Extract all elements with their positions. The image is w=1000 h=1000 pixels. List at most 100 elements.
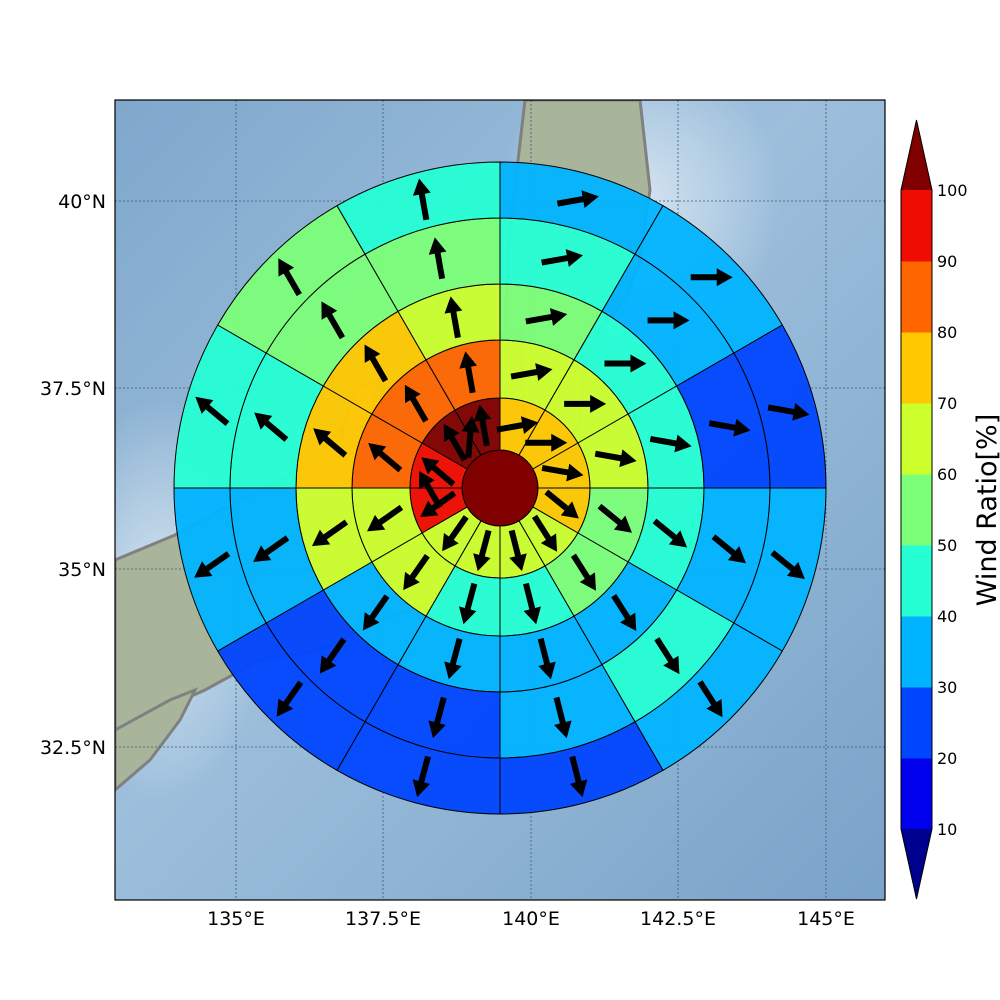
lon-tick-label: 145°E	[797, 908, 855, 930]
wind-arrow	[442, 515, 469, 552]
land-kii-peninsula	[115, 687, 199, 792]
colorbar-bin	[901, 758, 932, 830]
wind-arrow	[276, 680, 304, 717]
wind-arrow	[412, 178, 431, 221]
wind-arrow	[553, 696, 572, 739]
colorbar-bin	[901, 687, 932, 759]
colorbar-over-extension	[901, 120, 932, 190]
wind-arrow	[461, 416, 480, 459]
wind-arrow	[697, 680, 723, 718]
wind-arrow	[362, 594, 390, 631]
wind-arrow	[194, 551, 231, 578]
wind-arrow	[458, 582, 478, 625]
colorbar-bin	[901, 190, 932, 262]
wind-arrow	[767, 403, 810, 421]
wind-arrow	[311, 519, 349, 547]
colorbar-tick-label: 100	[937, 181, 968, 200]
wind-arrow	[428, 237, 447, 280]
wind-arrow	[404, 384, 429, 423]
colorbar-outline	[900, 119, 933, 900]
lat-tick-label: 35°N	[58, 559, 106, 581]
wind-arrow	[654, 637, 680, 675]
colorbar-tick-label: 40	[937, 607, 957, 626]
wind-arrow	[364, 344, 389, 383]
wind-arrow	[594, 449, 637, 468]
longitude-tick-labels: 135°E 137.5°E 140°E 142.5°E 145°E	[207, 908, 855, 930]
wind-arrow	[649, 434, 692, 453]
latitude-tick-labels: 40°N 37.5°N 35°N 32.5°N	[40, 191, 106, 759]
colorbar-bin	[901, 545, 932, 617]
wind-arrow	[428, 696, 447, 739]
wind-arrow	[319, 637, 347, 674]
colorbar-bin	[901, 332, 932, 404]
colorbar-tick-label: 80	[937, 323, 957, 342]
colorbar-bin	[901, 474, 932, 546]
colorbar-tick-label: 90	[937, 252, 957, 271]
lon-tick-label: 140°E	[502, 908, 560, 930]
lon-tick-label: 137.5°E	[345, 908, 421, 930]
wind-arrow	[403, 554, 430, 591]
wind-arrow	[690, 268, 733, 287]
wind-arrow	[278, 258, 302, 297]
wind-arrow	[522, 582, 541, 625]
colorbar-tick-label: 50	[937, 536, 957, 555]
wind-arrow	[537, 637, 556, 680]
colorbar-bin	[901, 261, 932, 333]
wind-arrow	[444, 296, 463, 339]
lat-tick-label: 40°N	[58, 191, 106, 213]
wind-arrow	[419, 470, 443, 509]
wind-arrow	[444, 637, 463, 680]
colorbar-tick-label: 60	[937, 465, 957, 484]
wind-arrow	[556, 190, 599, 208]
wind-arrow	[313, 428, 348, 458]
wind-arrow	[597, 503, 633, 533]
wind-arrow	[508, 529, 527, 572]
wind-arrow	[647, 311, 690, 330]
wind-arrow	[541, 249, 584, 267]
lat-tick-label: 32.5°N	[40, 737, 106, 759]
colorbar: 10 20 30 40 50 60 70 80 90 100	[900, 119, 968, 900]
wind-arrow	[525, 433, 568, 452]
colorbar-tick-label: 10	[937, 820, 957, 839]
colorbar-tick-label: 30	[937, 678, 957, 697]
colorbar-under-extension	[901, 829, 932, 899]
wind-arrow	[770, 550, 805, 580]
wind-arrow	[652, 518, 688, 548]
wind-arrow	[611, 593, 637, 632]
wind-ratio-sectors	[173, 161, 827, 815]
wind-arrow	[544, 489, 579, 519]
wind-arrow	[459, 351, 478, 394]
wind-arrow	[570, 553, 596, 591]
map-area	[115, 100, 885, 900]
wind-arrow	[412, 755, 431, 798]
wind-arrow	[569, 755, 588, 798]
lon-tick-label: 135°E	[207, 908, 265, 930]
wind-arrow	[321, 301, 346, 340]
lon-tick-label: 142.5°E	[640, 908, 716, 930]
colorbar-bin	[901, 403, 932, 475]
wind-arrow	[531, 514, 558, 552]
colorbar-bin	[901, 616, 932, 688]
map-frame	[114, 99, 886, 901]
wind-arrow	[496, 416, 539, 435]
wind-arrow	[711, 534, 746, 564]
wind-arrow	[525, 308, 568, 326]
wind-arrow	[708, 418, 751, 437]
wind-arrow	[510, 363, 553, 381]
colorbar-title: Wind Ratio[%]	[972, 414, 1000, 606]
wind-direction-arrows	[194, 178, 810, 798]
sector-cell	[336, 161, 501, 255]
wind-arrow	[564, 394, 607, 413]
wind-arrow	[368, 443, 403, 473]
colorbar-tick-label: 20	[937, 749, 957, 768]
wind-arrow	[254, 412, 289, 442]
wind-arrow	[541, 463, 584, 482]
wind-arrow	[473, 529, 492, 572]
wind-arrow	[473, 404, 492, 447]
wind-arrow	[443, 423, 468, 462]
wind-arrow	[367, 504, 404, 532]
wind-arrow	[421, 457, 456, 487]
wind-arrow	[604, 354, 647, 373]
colorbar-tick-label: 70	[937, 394, 957, 413]
